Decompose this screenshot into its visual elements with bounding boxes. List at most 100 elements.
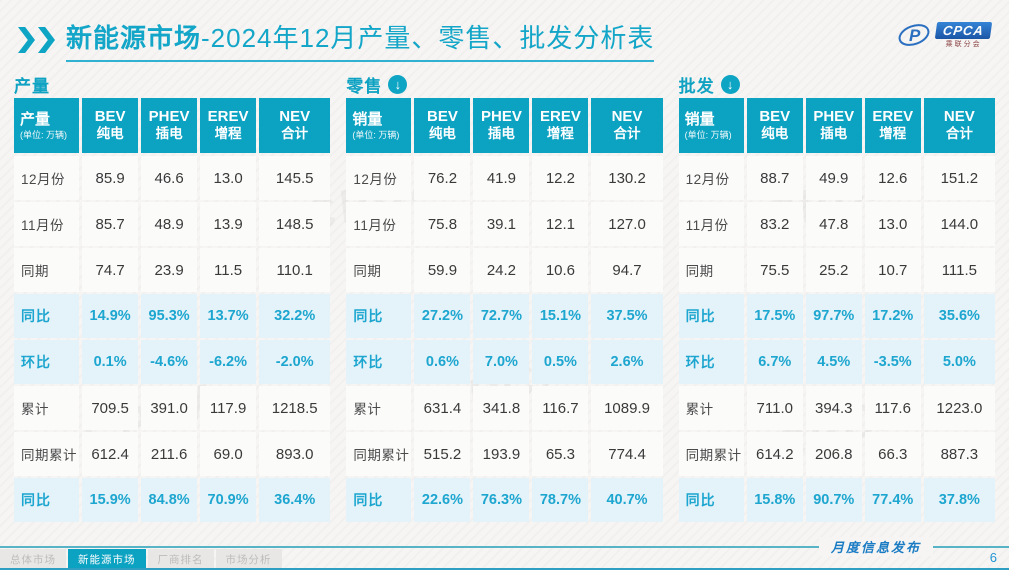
table-cell: 0.6%: [414, 340, 471, 384]
row-label: 11月份: [346, 202, 412, 246]
table-cell: 13.0: [864, 202, 921, 246]
table-cell: -6.2%: [200, 340, 257, 384]
table-cell: 74.7: [82, 248, 139, 292]
header-cell: PHEV 插电: [473, 98, 530, 153]
table-cell: 15.1%: [532, 294, 589, 338]
table-cell: 12.2: [532, 156, 589, 200]
column-name-en: NEV: [943, 108, 975, 126]
table-block-2: 零售销量(单位: 万辆)BEV纯电PHEV插电EREV增程NEV合计12月份76…: [346, 72, 663, 522]
table-cell: 1089.9: [591, 386, 663, 430]
column-name-cn: 插电: [487, 126, 515, 142]
header-label-cell: 销量 (单位: 万辆): [346, 98, 412, 153]
table-block-1: 产量 产量 (单位: 万辆) BEV 纯电 PHEV 插电 EREV 增程 NEV 合计 12月份 85…: [14, 72, 331, 522]
table-cell: 13.7%: [200, 294, 257, 338]
column-name-cn: 纯电: [96, 126, 124, 142]
table-header-row: 销量 (单位: 万辆) BEV 纯电 PHEV 插电 EREV 增程 NEV 合计: [678, 98, 995, 153]
table-body: 12月份 88.7 49.9 12.6 151.2 11月份 83.2 47.8 13.0 144…: [678, 156, 995, 522]
section-title: 产量: [14, 77, 50, 96]
column-name-cn: 增程: [214, 126, 242, 142]
table-cell: 97.7%: [805, 294, 862, 338]
table-cell: 70.9%: [200, 478, 257, 522]
column-name-cn: 纯电: [761, 126, 789, 142]
bottom-edge-line: [0, 568, 1009, 570]
table-cell: 4.5%: [805, 340, 862, 384]
unit-note: (单位: 万辆): [684, 129, 732, 140]
table-body: 12月份 85.9 46.6 13.0 145.5 11月份 85.7 48.9 13.9 148…: [14, 156, 331, 522]
row-label: 同比: [346, 294, 412, 338]
table-cell: 40.7%: [591, 478, 663, 522]
unit-note: (单位: 万辆): [20, 129, 67, 140]
down-arrow-icon: [388, 75, 408, 94]
table-cell: 35.6%: [923, 294, 995, 338]
section-title: 批发: [678, 77, 715, 96]
table-cell: 12.1: [532, 202, 589, 246]
tab-总体市场[interactable]: 总体市场: [0, 549, 66, 569]
table-cell: 341.8: [473, 386, 530, 430]
table-cell: 46.6: [141, 156, 198, 200]
header-label-cell: 销量 (单位: 万辆): [678, 98, 744, 153]
table-cell: 394.3: [805, 386, 862, 430]
tab-厂商排名[interactable]: 厂商排名: [147, 549, 214, 569]
title-rest: -2024年12月产量、零售、批发分析表: [201, 23, 655, 53]
footer-tab-bar: 总体市场 新能源市场 厂商排名 市场分析: [0, 549, 282, 569]
row-label: 累计: [14, 386, 80, 430]
row-label: 12月份: [678, 156, 744, 200]
table-header-row: 销量 (单位: 万辆) BEV 纯电 PHEV 插电 EREV 增程 NEV 合计: [346, 98, 663, 153]
table-cell: 6.7%: [746, 340, 803, 384]
table-cell: 37.8%: [923, 478, 995, 522]
tables-container: 产量 产量 (单位: 万辆) BEV 纯电 PHEV 插电 EREV 增程 NEV 合计 12月份 85…: [14, 72, 995, 522]
table-cell: 10.7: [864, 248, 921, 292]
footer-divider: [0, 546, 1009, 548]
row-label: 同期累计: [346, 432, 412, 476]
row-label: 同期累计: [14, 432, 80, 476]
chevron-icon: [38, 27, 55, 53]
column-name-en: BEV: [759, 108, 791, 126]
section-title-row: 产量: [14, 72, 330, 97]
row-label: 同期: [14, 248, 80, 292]
column-name-cn: 合计: [613, 126, 641, 142]
table-cell: 78.7%: [532, 478, 589, 522]
table-cell: 24.2: [473, 248, 530, 292]
table-cell: 37.5%: [591, 294, 663, 338]
table-cell: 15.8%: [746, 478, 803, 522]
header-cell: EREV 增程: [532, 98, 589, 153]
column-name-en: NEV: [611, 108, 643, 126]
cpca-logo-text: CPCA: [934, 22, 993, 39]
tab-市场分析[interactable]: 市场分析: [215, 549, 282, 569]
table-cell: 25.2: [805, 248, 862, 292]
table-cell: 49.9: [805, 156, 862, 200]
page-title: 新能源市场-2024年12月产量、零售、批发分析表: [66, 18, 655, 62]
section-title-row: 批发: [679, 72, 995, 97]
header-label: 产量: [20, 110, 51, 128]
table-cell: 17.5%: [746, 294, 803, 338]
table-cell: 27.2%: [414, 294, 471, 338]
table-cell: 391.0: [141, 386, 198, 430]
row-label: 同期: [346, 248, 412, 292]
header-cell: BEV 纯电: [414, 98, 471, 153]
table-cell: 84.8%: [141, 478, 198, 522]
table-body: 12月份 76.2 41.9 12.2 130.2 11月份 75.8 39.1 12.1 127…: [346, 156, 663, 522]
table-cell: 5.0%: [923, 340, 995, 384]
table-cell: 206.8: [805, 432, 862, 476]
table-cell: 148.5: [259, 202, 331, 246]
table-cell: 66.3: [864, 432, 921, 476]
row-label: 同比: [678, 294, 744, 338]
row-label: 累计: [346, 386, 412, 430]
page-number: 6: [989, 550, 997, 565]
table-cell: 12.6: [864, 156, 921, 200]
table-cell: 48.9: [141, 202, 198, 246]
column-name-cn: 纯电: [428, 126, 456, 142]
table-cell: 193.9: [473, 432, 530, 476]
table-cell: 211.6: [141, 432, 198, 476]
table-cell: 90.7%: [805, 478, 862, 522]
column-name-en: EREV: [207, 108, 249, 126]
table-cell: 893.0: [259, 432, 331, 476]
row-label: 11月份: [14, 202, 80, 246]
column-name-en: EREV: [539, 108, 581, 126]
table-cell: 39.1: [473, 202, 530, 246]
table-cell: 2.6%: [591, 340, 663, 384]
table-cell: 85.9: [82, 156, 139, 200]
row-label: 同比: [678, 478, 744, 522]
tab-新能源市场[interactable]: 新能源市场: [68, 549, 146, 569]
column-name-cn: 合计: [281, 126, 309, 142]
